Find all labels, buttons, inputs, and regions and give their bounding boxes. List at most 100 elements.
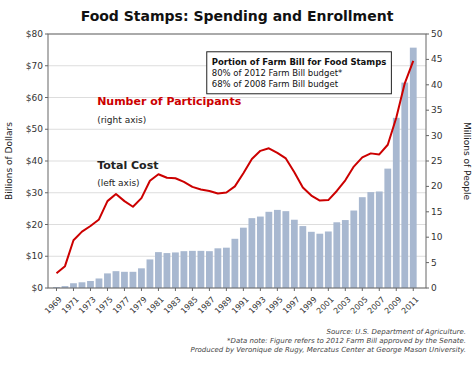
x-tick-label: 1983 <box>162 295 183 316</box>
y2-tick-label: 10 <box>431 232 443 242</box>
y-tick-label: $50 <box>26 124 43 134</box>
y2-tick <box>426 211 429 212</box>
y2-tick-label: 5 <box>431 258 437 268</box>
x-tick-label: 1993 <box>247 295 268 316</box>
grid-line <box>48 129 426 130</box>
y-tick <box>45 34 48 35</box>
x-tick-label: 1979 <box>128 295 149 316</box>
x-tick-label: 1997 <box>281 295 302 316</box>
bar <box>155 252 162 288</box>
x-tick-label: 2011 <box>400 295 421 316</box>
x-tick <box>413 288 414 291</box>
y2-tick-label: 20 <box>431 181 443 191</box>
bar <box>265 212 272 288</box>
x-tick <box>243 288 244 291</box>
y-tick-label: $80 <box>26 29 43 39</box>
bar <box>240 228 247 288</box>
y2-axis-label: Millions of People <box>462 122 472 200</box>
series-label: Number of Participants <box>97 95 242 108</box>
x-tick-label: 2009 <box>383 295 404 316</box>
source-text: Produced by Veronique de Rugy, Mercatus … <box>190 346 466 354</box>
x-tick <box>90 288 91 291</box>
y-tick <box>45 224 48 225</box>
x-tick <box>362 288 363 291</box>
plot-marks <box>53 48 417 288</box>
x-tick <box>345 288 346 291</box>
x-tick-label: 1985 <box>179 295 200 316</box>
x-tick-label: 1975 <box>94 295 115 316</box>
y2-tick <box>426 135 429 136</box>
bar <box>214 248 221 288</box>
bar <box>248 218 255 288</box>
y2-tick <box>426 34 429 35</box>
x-tick <box>56 288 57 291</box>
y2-tick <box>426 110 429 111</box>
y2-tick <box>426 262 429 263</box>
y2-tick-label: 15 <box>431 207 442 217</box>
x-tick <box>209 288 210 291</box>
annotation-title: Portion of Farm Bill for Food Stamps <box>212 57 387 67</box>
bar <box>121 272 128 288</box>
chart: 1969197119731975197719791981198319851987… <box>0 0 474 366</box>
x-tick-label: 1969 <box>43 295 64 316</box>
x-tick <box>294 288 295 291</box>
x-tick-label: 1973 <box>77 295 98 316</box>
bar <box>282 211 289 288</box>
y-tick <box>45 256 48 257</box>
bar <box>376 191 383 288</box>
x-tick-label: 1999 <box>298 295 319 316</box>
y-tick-label: $20 <box>26 220 43 230</box>
annotation-box: Portion of Farm Bill for Food Stamps80% … <box>207 52 392 94</box>
x-tick-label: 1981 <box>145 295 166 316</box>
x-tick <box>277 288 278 291</box>
x-tick-label: 1987 <box>196 295 217 316</box>
y-tick <box>45 161 48 162</box>
y2-tick-label: 50 <box>431 29 443 39</box>
x-tick <box>73 288 74 291</box>
y2-tick <box>426 84 429 85</box>
y2-tick <box>426 59 429 60</box>
source-text: *Data note: Figure refers to 2012 Farm B… <box>227 337 466 345</box>
bar <box>257 217 264 288</box>
y2-tick <box>426 237 429 238</box>
bar <box>87 281 94 288</box>
y2-tick <box>426 186 429 187</box>
bar <box>147 259 154 288</box>
x-tick <box>379 288 380 291</box>
bar <box>206 251 213 288</box>
series-label: Total Cost <box>97 159 158 172</box>
y-tick <box>45 65 48 66</box>
y2-tick <box>426 161 429 162</box>
series-note: (right axis) <box>97 115 146 125</box>
x-tick <box>107 288 108 291</box>
bar <box>393 118 400 288</box>
x-tick-label: 2007 <box>366 295 387 316</box>
title: Food Stamps: Spending and Enrollment <box>81 8 394 24</box>
x-tick <box>158 288 159 291</box>
bar <box>333 222 340 288</box>
bar <box>401 83 408 288</box>
y-tick <box>45 192 48 193</box>
x-tick <box>141 288 142 291</box>
x-tick-label: 1989 <box>213 295 234 316</box>
y2-tick-label: 25 <box>431 156 442 166</box>
bar <box>367 192 374 288</box>
bar <box>96 278 103 288</box>
y-tick <box>45 288 48 289</box>
x-tick <box>260 288 261 291</box>
x-tick <box>192 288 193 291</box>
bar <box>198 251 205 288</box>
bar <box>79 282 86 288</box>
y2-tick-label: 0 <box>431 283 437 293</box>
x-tick-label: 1991 <box>230 295 251 316</box>
bar <box>164 253 171 288</box>
bar <box>104 273 111 288</box>
bar <box>189 251 196 288</box>
series-note: (left axis) <box>97 178 140 188</box>
bar <box>113 271 120 288</box>
x-tick-label: 1977 <box>111 295 132 316</box>
y-tick-label: $70 <box>26 61 43 71</box>
bar <box>274 210 281 288</box>
x-tick-label: 2005 <box>349 295 370 316</box>
bar <box>138 268 145 288</box>
